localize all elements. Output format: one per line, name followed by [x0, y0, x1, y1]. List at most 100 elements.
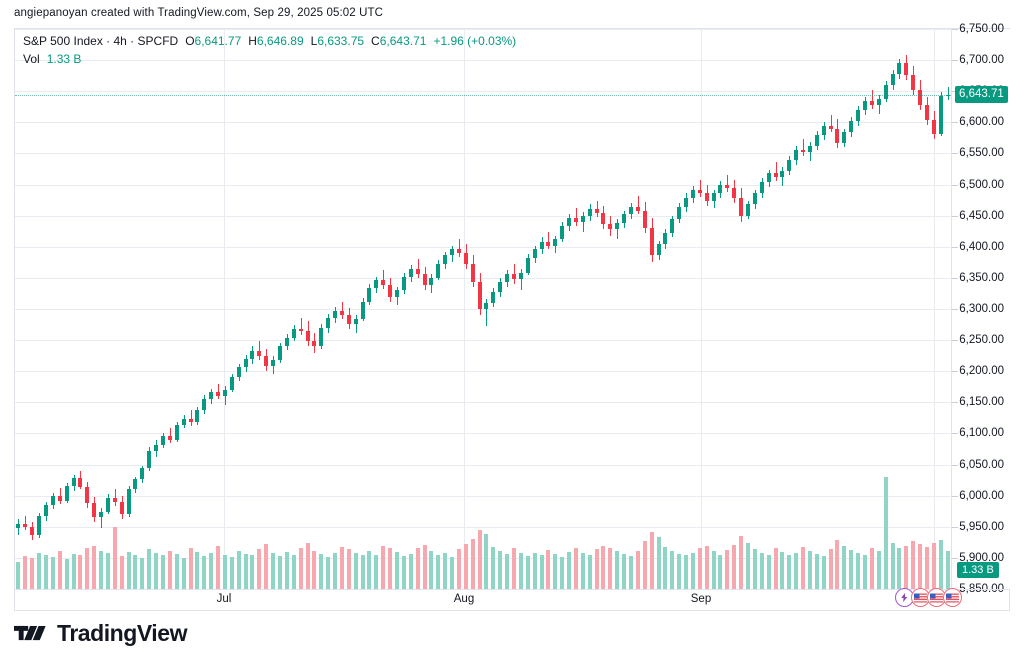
volume-bar	[663, 547, 667, 589]
candle-body	[326, 317, 330, 328]
candle-wick	[191, 409, 192, 426]
candle-body	[870, 101, 874, 105]
legend-volume-row: Vol 1.33 B	[23, 52, 516, 67]
volume-bar	[306, 542, 310, 589]
legend-symbol[interactable]: S&P 500 Index · 4h · SPCFD	[23, 34, 179, 48]
candle-body	[677, 206, 681, 220]
us-flag-icon[interactable]	[943, 588, 962, 607]
volume-bar	[856, 553, 860, 589]
time-axis-tick-label: Aug	[453, 593, 475, 605]
volume-bar	[622, 554, 626, 589]
volume-bar	[209, 553, 213, 589]
volume-bar	[30, 558, 34, 589]
legend-open-label: O	[185, 34, 195, 48]
candle-body	[753, 193, 757, 205]
legend-close-label: C	[371, 34, 380, 48]
candle-wick	[218, 383, 219, 399]
volume-bar	[85, 548, 89, 589]
gridline-horizontal	[15, 91, 951, 93]
volume-bar	[718, 554, 722, 589]
volume-bar	[99, 551, 103, 589]
volume-bar	[230, 556, 234, 589]
candle-body	[835, 128, 839, 144]
volume-bar	[505, 554, 509, 589]
candle-body	[533, 249, 537, 258]
price-axis-tick-mark	[952, 433, 958, 435]
volume-bar	[636, 550, 640, 589]
price-axis-tick-label: 6,000.00	[959, 489, 1004, 502]
candle-body	[16, 523, 20, 528]
volume-bar	[140, 557, 144, 589]
volume-bar	[237, 551, 241, 589]
current-price-badge: 6,643.71	[955, 86, 1008, 104]
price-axis-tick-mark	[952, 153, 958, 155]
candle-body	[354, 318, 358, 324]
volume-bar	[312, 550, 316, 589]
volume-bar	[168, 550, 172, 589]
chart-plot-area[interactable]	[15, 29, 951, 589]
volume-bar	[223, 554, 227, 589]
volume-bar	[416, 547, 420, 589]
volume-bar	[567, 551, 571, 589]
candle-body	[877, 98, 881, 105]
current-price-line	[15, 95, 951, 97]
volume-bar	[918, 544, 922, 589]
candle-body	[140, 468, 144, 480]
volume-bar	[891, 542, 895, 589]
volume-bar	[182, 558, 186, 589]
candle-wick	[831, 114, 832, 133]
candle-wick	[948, 87, 949, 100]
candle-body	[223, 389, 227, 397]
chart-legend: S&P 500 Index · 4h · SPCFD O 6,641.77 H …	[23, 34, 516, 67]
price-axis-tick-label: 5,950.00	[959, 520, 1004, 533]
price-axis-tick-mark	[952, 277, 958, 279]
price-axis[interactable]: 6,750.006,700.006,650.006,600.006,550.00…	[951, 23, 1010, 595]
volume-bar	[753, 549, 757, 589]
candle-body	[657, 244, 661, 256]
price-axis-tick-label: 6,750.00	[959, 23, 1004, 35]
candle-body	[767, 173, 771, 183]
volume-bar	[629, 556, 633, 589]
price-axis-tick-mark	[952, 557, 958, 559]
volume-bar	[429, 550, 433, 589]
time-axis[interactable]: JulAugSepOct	[15, 589, 1009, 610]
candle-body	[423, 274, 427, 286]
candle-wick	[342, 301, 343, 319]
gridline-horizontal	[15, 184, 951, 186]
volume-bar	[835, 540, 839, 589]
legend-volume-label: Vol	[23, 52, 40, 66]
volume-bar	[588, 555, 592, 589]
volume-bar	[684, 555, 688, 589]
volume-bar	[615, 551, 619, 589]
candle-body	[278, 346, 282, 361]
volume-bar	[829, 549, 833, 589]
gridline-horizontal	[15, 340, 951, 342]
candle-body	[891, 73, 895, 85]
candle-wick	[576, 208, 577, 226]
candle-body	[244, 358, 248, 368]
volume-bar	[44, 554, 48, 589]
candle-wick	[60, 488, 61, 505]
volume-bar	[526, 556, 530, 589]
candle-wick	[418, 259, 419, 278]
price-axis-tick-label: 6,500.00	[959, 178, 1004, 191]
volume-bar	[388, 548, 392, 589]
volume-bar	[484, 534, 488, 589]
candle-body	[182, 418, 186, 425]
volume-bar	[574, 547, 578, 589]
candle-body	[374, 280, 378, 288]
volume-bar	[113, 527, 117, 589]
gridline-horizontal	[15, 371, 951, 373]
candle-body	[526, 257, 530, 273]
candle-body	[443, 255, 447, 265]
candle-body	[271, 360, 275, 367]
volume-bar	[643, 541, 647, 589]
candle-body	[106, 498, 110, 512]
us-flag-icon[interactable]	[911, 588, 930, 607]
candle-wick	[356, 315, 357, 333]
volume-bar	[409, 554, 413, 589]
time-axis-tick-label: Sep	[690, 593, 712, 605]
candle-body	[120, 501, 124, 515]
candle-body	[498, 281, 502, 292]
candle-body	[705, 193, 709, 201]
